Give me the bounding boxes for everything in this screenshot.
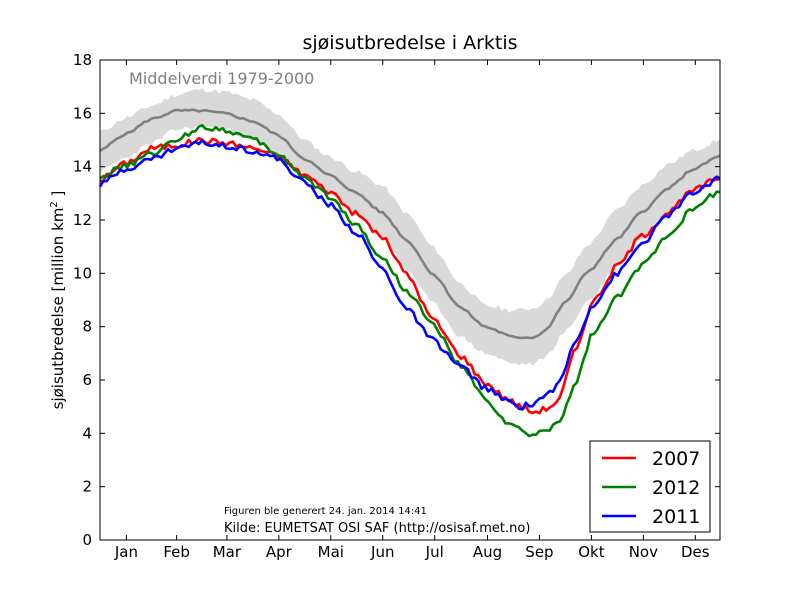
y-tick-label: 16: [73, 104, 92, 122]
month-label: Mar: [213, 543, 242, 561]
x-axis: Jan Feb Mar Apr Mai Jun Jul Aug Sep Okt Nov Des: [114, 543, 710, 561]
legend-label-2012: 2012: [652, 477, 700, 499]
legend-label-2011: 2011: [652, 506, 700, 528]
series-line-2011: [98, 138, 721, 411]
y-tick-label: 14: [73, 158, 92, 176]
y-tick-label: 8: [82, 318, 92, 336]
y-axis-title-main: sjøisutbredelse [million km: [49, 208, 67, 410]
mean-line: [99, 108, 721, 340]
mean-layer: [99, 108, 721, 340]
month-label: Jun: [370, 543, 394, 561]
y-tick-label: 0: [82, 531, 92, 549]
series-line-2012: [99, 124, 721, 438]
y-axis-title: sjøisutbredelse [million km2 ]: [49, 191, 67, 410]
y-tick-label: 12: [73, 211, 92, 229]
y-tick-label: 10: [73, 264, 92, 282]
month-label: Jul: [425, 543, 444, 561]
y-tick-label: 6: [82, 371, 92, 389]
y-tick-label: 2: [82, 478, 92, 496]
month-label: Nov: [629, 543, 658, 561]
month-label: Des: [681, 543, 710, 561]
y-tick-label: 18: [73, 51, 92, 69]
month-label: Mai: [318, 543, 344, 561]
month-label: Jan: [114, 543, 138, 561]
mean-range-band: [100, 87, 720, 366]
chart-title: sjøisutbredelse i Arktis: [302, 32, 517, 54]
month-label: Sep: [525, 543, 553, 561]
band-layer: [100, 87, 720, 366]
series-layer: [98, 124, 721, 438]
y-tick-label: 4: [82, 424, 92, 442]
y-axis-title-superscript: 2: [49, 201, 60, 207]
month-label: Feb: [163, 543, 190, 561]
y-axis-title-end: ]: [49, 191, 67, 202]
legend: 2007 2012 2011: [589, 440, 711, 533]
month-label: Apr: [266, 543, 293, 561]
legend-label-2007: 2007: [652, 448, 700, 470]
source-note: Kilde: EUMETSAT OSI SAF (http://osisaf.m…: [224, 521, 530, 536]
mean-annotation: Middelverdi 1979-2000: [129, 69, 314, 88]
generated-note: Figuren ble generert 24. jan. 2014 14:41: [224, 506, 427, 517]
plot-frame: [99, 59, 721, 541]
y-axis: 0 2 4 6 8 10 12 14 16 18: [73, 51, 92, 549]
month-label: Aug: [473, 543, 502, 561]
month-label: Okt: [578, 543, 604, 561]
